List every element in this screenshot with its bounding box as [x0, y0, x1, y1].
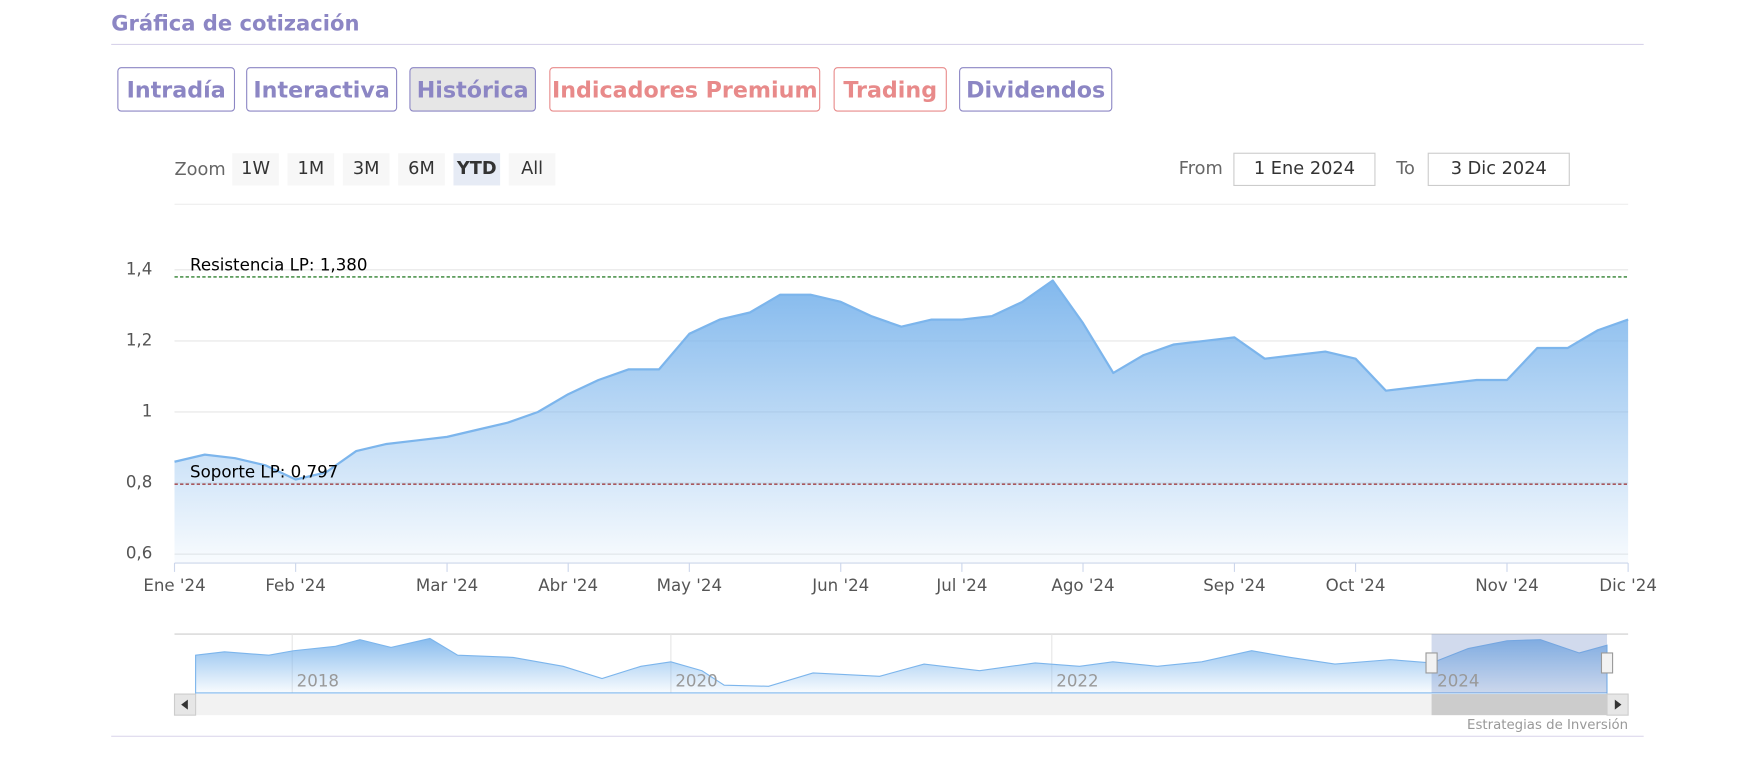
section-title: Gráfica de cotización	[111, 10, 359, 35]
from-input[interactable]	[1233, 152, 1376, 187]
tab-label[interactable]: Intradía	[127, 78, 226, 104]
x-tick-label: Mar '24	[416, 576, 478, 595]
navigator: 2018 2020 2022 2024	[173, 633, 1629, 716]
tab-label[interactable]: Histórica	[417, 78, 529, 104]
arrow-icon	[181, 699, 188, 710]
area-line	[174, 279, 1629, 481]
scrollbar-track[interactable]	[174, 694, 1629, 716]
tab-label[interactable]: Interactiva	[253, 78, 389, 104]
navigator-label: 2020	[675, 671, 717, 690]
y-tick-label: 1	[142, 401, 153, 420]
from-value[interactable]: 1 Ene 2024	[1254, 159, 1355, 179]
tab-label[interactable]: Indicadores Premium	[552, 78, 818, 104]
scrollbar-thumb[interactable]	[1431, 694, 1608, 716]
area-fill	[174, 280, 1629, 564]
y-tick-label: 0,6	[126, 544, 152, 563]
x-tick-label: Sep '24	[1203, 576, 1265, 595]
navigator-handle[interactable]	[1425, 652, 1438, 674]
to-label: To	[1395, 159, 1415, 179]
plot-line-label: Resistencia LP: 1,380	[190, 255, 367, 274]
credit: Estrategias de Inversión	[1467, 717, 1628, 733]
zoom-button[interactable]	[287, 153, 335, 186]
tab-label[interactable]: Trading	[843, 78, 937, 104]
x-tick-label: May '24	[657, 576, 722, 595]
tab[interactable]	[549, 67, 821, 112]
zoom-button-label[interactable]: 1M	[298, 159, 325, 179]
navigator-series	[195, 637, 1608, 694]
zoom-button-label[interactable]: 1W	[241, 159, 270, 179]
y-tick-label: 1,2	[126, 330, 152, 349]
tab-label[interactable]: Dividendos	[966, 78, 1105, 104]
x-tick-label: Abr '24	[538, 576, 598, 595]
x-tick-label: Feb '24	[265, 576, 326, 595]
y-tick-label: 1,4	[126, 259, 152, 278]
x-tick-label: Dic '24	[1599, 576, 1657, 595]
navigator-label: 2022	[1056, 671, 1098, 690]
tab[interactable]	[959, 67, 1113, 112]
arrow-icon	[1614, 699, 1622, 710]
plot-line-label: Soporte LP: 0,797	[190, 463, 338, 482]
plot-area: 0,6 0,8 1 1,2 1,4 Ene '24 Feb '24 Mar '24 Abr '2…	[126, 255, 1657, 594]
zoom-button[interactable]	[398, 153, 445, 186]
to-input[interactable]	[1427, 152, 1570, 187]
zoom-button[interactable]	[453, 153, 501, 186]
zoom-button[interactable]	[342, 153, 390, 186]
navigator-label: 2018	[297, 671, 339, 690]
y-tick-label: 0,8	[126, 473, 152, 492]
zoom-button[interactable]	[508, 153, 556, 186]
x-tick-label: Ago '24	[1051, 576, 1114, 595]
x-tick-label: Jul '24	[935, 576, 987, 595]
from-label: From	[1179, 159, 1223, 179]
zoom-buttons: 1W 1M 3M 6M YTD All	[232, 153, 556, 186]
navigator-handle[interactable]	[1600, 652, 1614, 674]
x-tick-label: Nov '24	[1475, 576, 1539, 595]
zoom-button-label[interactable]: 3M	[353, 159, 380, 179]
zoom-button-label[interactable]: YTD	[456, 159, 497, 179]
tab[interactable]	[833, 67, 947, 112]
x-tick-label: Oct '24	[1326, 576, 1386, 595]
zoom-label: Zoom	[175, 160, 226, 180]
zoom-button-label[interactable]: 6M	[408, 159, 435, 179]
tab[interactable]	[117, 67, 236, 112]
tabs: Intradía Interactiva Histórica Indicador…	[117, 67, 1113, 112]
navigator-label: 2024	[1437, 671, 1479, 690]
tab[interactable]	[246, 67, 398, 112]
zoom-button-label[interactable]: All	[521, 159, 543, 179]
zoom-button[interactable]	[232, 153, 279, 186]
x-tick-label: Ene '24	[143, 576, 205, 595]
x-tick-label: Jun '24	[811, 576, 869, 595]
to-value[interactable]: 3 Dic 2024	[1451, 159, 1547, 179]
navigator-selection[interactable]	[1431, 634, 1608, 693]
tab-active[interactable]	[409, 67, 536, 112]
